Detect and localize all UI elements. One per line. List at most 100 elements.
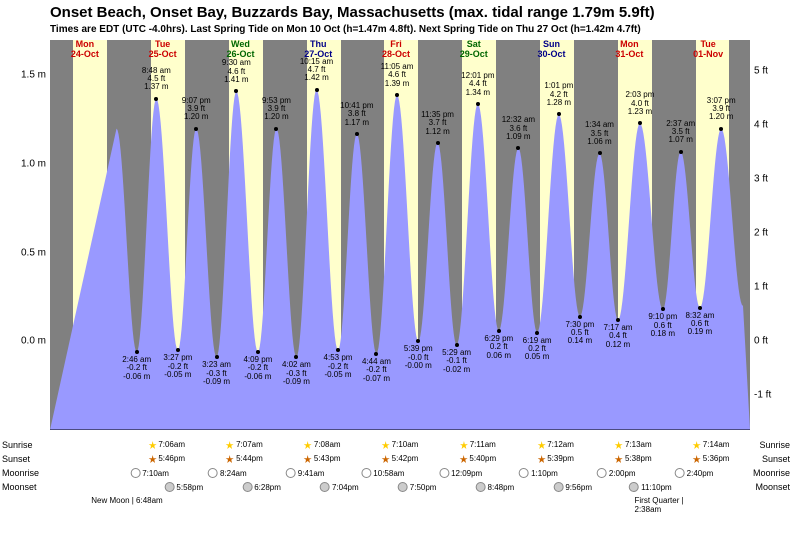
sunrise-row: Sunrise Sunrise 7:06am7:07am7:08am7:10am… <box>50 440 750 454</box>
y-tick-right: 3 ft <box>754 174 768 185</box>
date-label: Fri28-Oct <box>382 40 410 60</box>
tide-peak-dot <box>455 343 459 347</box>
sunset-item: 5:44pm <box>226 454 263 463</box>
tide-peak-label: 9:53 pm3.9 ft1.20 m <box>262 97 291 122</box>
tide-peak-label: 12:32 am3.6 ft1.09 m <box>502 116 535 141</box>
moonset-item: 6:28pm <box>242 482 281 492</box>
tide-peak-dot <box>638 121 642 125</box>
sunrise-item: 7:07am <box>226 440 263 449</box>
tide-peak-dot <box>154 97 158 101</box>
y-axis-left: 0.0 m 0.5 m 1.0 m 1.5 m <box>0 40 50 430</box>
sunset-item: 5:43pm <box>304 454 341 463</box>
moonrise-item: 1:10pm <box>519 468 558 478</box>
tide-peak-label: 4:44 am-0.2 ft-0.07 m <box>362 358 391 383</box>
tide-peak-dot <box>336 348 340 352</box>
tide-peak-dot <box>215 355 219 359</box>
moonrise-item: 12:09pm <box>439 468 482 478</box>
moonset-item: 7:04pm <box>320 482 359 492</box>
date-label: Tue25-Oct <box>149 40 177 60</box>
sunset-item: 5:36pm <box>693 454 730 463</box>
tide-peak-dot <box>135 350 139 354</box>
tide-peak-dot <box>616 318 620 322</box>
y-tick-left: 0.0 m <box>21 336 46 347</box>
tide-peak-dot <box>274 127 278 131</box>
tide-peak-dot <box>557 112 561 116</box>
tide-peak-label: 8:32 am0.6 ft0.19 m <box>685 312 714 337</box>
sunset-item: 5:46pm <box>148 454 185 463</box>
tide-peak-label: 3:23 am-0.3 ft-0.09 m <box>202 361 231 386</box>
tide-peak-label: 4:02 am-0.3 ft-0.09 m <box>282 361 311 386</box>
sunset-item: 5:39pm <box>537 454 574 463</box>
moonrise-item: 8:24am <box>208 468 247 478</box>
sunrise-item: 7:12am <box>537 440 574 449</box>
moonset-item: 11:10pm <box>629 482 672 492</box>
tide-peak-label: 4:53 pm-0.2 ft-0.05 m <box>324 354 353 379</box>
moonrise-item: 10:58am <box>361 468 404 478</box>
tide-peak-label: 3:27 pm-0.2 ft-0.05 m <box>163 354 192 379</box>
moon-phase-row: New Moon | 6:48amFirst Quarter | 2:38am <box>50 496 750 510</box>
chart-title: Onset Beach, Onset Bay, Buzzards Bay, Ma… <box>50 4 655 21</box>
tide-peak-label: 7:17 am0.4 ft0.12 m <box>604 324 633 349</box>
y-tick-right: 5 ft <box>754 66 768 77</box>
tide-peak-dot <box>476 102 480 106</box>
moonrise-row: Moonrise Moonrise 7:10am8:24am9:41am10:5… <box>50 468 750 482</box>
sunrise-item: 7:13am <box>615 440 652 449</box>
tide-peak-label: 11:05 am4.6 ft1.39 m <box>381 63 414 88</box>
moonrise-item: 9:41am <box>286 468 325 478</box>
moonset-item: 8:48pm <box>476 482 515 492</box>
tide-peak-dot <box>497 329 501 333</box>
tide-peak-dot <box>256 350 260 354</box>
tide-peak-dot <box>535 331 539 335</box>
date-label: Sat29-Oct <box>460 40 488 60</box>
moonset-item: 5:58pm <box>164 482 203 492</box>
sunrise-item: 7:08am <box>304 440 341 449</box>
sunrise-item: 7:11am <box>460 440 496 449</box>
tide-peak-dot <box>294 355 298 359</box>
date-label: Wed26-Oct <box>226 40 254 60</box>
tide-peak-label: 6:29 pm0.2 ft0.06 m <box>484 335 513 360</box>
tide-peak-label: 7:30 pm0.5 ft0.14 m <box>565 321 594 346</box>
tide-peak-label: 10:41 pm3.8 ft1.17 m <box>340 102 373 127</box>
tide-peak-dot <box>516 146 520 150</box>
y-tick-right: 2 ft <box>754 228 768 239</box>
tide-peak-dot <box>234 89 238 93</box>
moon-phase-label: First Quarter | 2:38am <box>635 496 712 514</box>
y-tick-right: -1 ft <box>754 390 771 401</box>
sunset-label-right: Sunset <box>762 454 790 464</box>
tide-peak-dot <box>698 306 702 310</box>
moonrise-item: 7:10am <box>130 468 169 478</box>
moonset-label-left: Moonset <box>2 482 37 492</box>
date-label: Tue01-Nov <box>693 40 723 60</box>
tide-peak-dot <box>416 339 420 343</box>
tide-peak-label: 6:19 am0.2 ft0.05 m <box>523 337 552 362</box>
tide-peak-dot <box>598 151 602 155</box>
sunrise-item: 7:10am <box>382 440 419 449</box>
moonset-label-right: Moonset <box>755 482 790 492</box>
sunrise-label-right: Sunrise <box>759 440 790 450</box>
sunset-label-left: Sunset <box>2 454 30 464</box>
sunset-item: 5:40pm <box>459 454 496 463</box>
moonrise-item: 2:40pm <box>675 468 714 478</box>
tide-peak-dot <box>679 150 683 154</box>
tide-peak-dot <box>395 93 399 97</box>
tide-peak-label: 1:01 pm4.2 ft1.28 m <box>544 82 573 107</box>
astro-section: Sunrise Sunrise 7:06am7:07am7:08am7:10am… <box>50 440 750 510</box>
tide-peak-label: 5:29 am-0.1 ft-0.02 m <box>442 349 471 374</box>
tide-peak-label: 4:09 pm-0.2 ft-0.06 m <box>243 356 272 381</box>
tide-peak-label: 11:35 pm3.7 ft1.12 m <box>421 111 454 136</box>
tide-peak-dot <box>578 315 582 319</box>
moon-phase-label: New Moon | 6:48am <box>91 496 162 505</box>
tide-area <box>50 90 750 430</box>
sunrise-item: 7:14am <box>693 440 730 449</box>
tide-peak-dot <box>194 127 198 131</box>
tide-peak-dot <box>374 352 378 356</box>
y-tick-left: 1.0 m <box>21 159 46 170</box>
tide-peak-label: 8:48 am4.5 ft1.37 m <box>142 67 171 92</box>
tide-peak-dot <box>436 141 440 145</box>
tide-peak-dot <box>355 132 359 136</box>
tide-peak-dot <box>719 127 723 131</box>
sunrise-label-left: Sunrise <box>2 440 33 450</box>
y-tick-left: 0.5 m <box>21 247 46 258</box>
moonset-row: Moonset Moonset 5:58pm6:28pm7:04pm7:50pm… <box>50 482 750 496</box>
y-tick-left: 1.5 m <box>21 70 46 81</box>
